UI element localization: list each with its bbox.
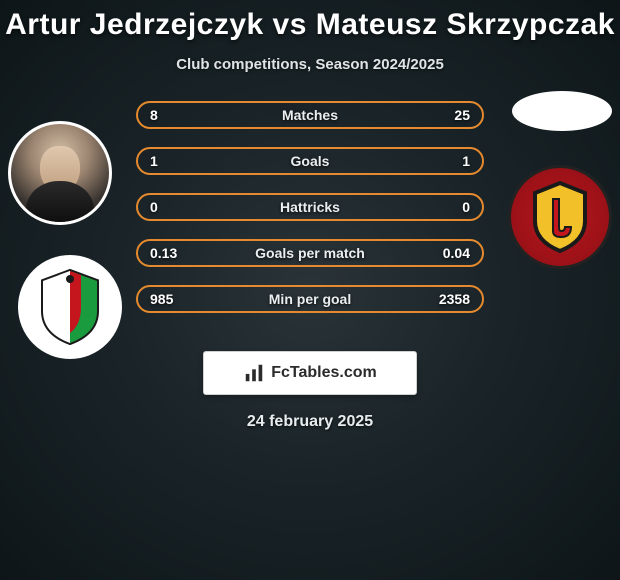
stat-rows: 8 Matches 25 1 Goals 1 0 Hattricks 0 0.13 Goals pe… bbox=[136, 101, 484, 313]
stat-value-right: 25 bbox=[428, 107, 470, 123]
stat-value-left: 985 bbox=[150, 291, 192, 307]
page-title: Artur Jedrzejczyk vs Mateusz Skrzypczak bbox=[5, 8, 615, 42]
stat-value-right: 2358 bbox=[428, 291, 470, 307]
stat-value-left: 1 bbox=[150, 153, 192, 169]
stat-value-left: 0.13 bbox=[150, 245, 192, 261]
bar-chart-icon bbox=[243, 362, 265, 384]
stat-value-right: 0 bbox=[428, 199, 470, 215]
shield-icon bbox=[35, 267, 105, 347]
club-crest-right bbox=[508, 165, 612, 269]
stat-row: 0.13 Goals per match 0.04 bbox=[136, 239, 484, 267]
player-avatar-right-placeholder bbox=[512, 91, 612, 131]
stat-row: 985 Min per goal 2358 bbox=[136, 285, 484, 313]
stat-row: 0 Hattricks 0 bbox=[136, 193, 484, 221]
stat-row: 8 Matches 25 bbox=[136, 101, 484, 129]
date-label: 24 february 2025 bbox=[247, 413, 373, 431]
stat-label: Goals bbox=[291, 153, 330, 169]
comparison-card: Artur Jedrzejczyk vs Mateusz Skrzypczak … bbox=[0, 0, 620, 580]
source-logo-text: FcTables.com bbox=[271, 364, 377, 382]
subtitle: Club competitions, Season 2024/2025 bbox=[176, 56, 444, 73]
player-avatar-left bbox=[8, 121, 112, 225]
stat-value-right: 1 bbox=[428, 153, 470, 169]
stat-row: 1 Goals 1 bbox=[136, 147, 484, 175]
stat-value-left: 0 bbox=[150, 199, 192, 215]
shield-icon bbox=[525, 177, 595, 257]
stat-label: Matches bbox=[282, 107, 338, 123]
stat-label: Goals per match bbox=[255, 245, 365, 261]
stat-label: Min per goal bbox=[269, 291, 351, 307]
stat-label: Hattricks bbox=[280, 199, 340, 215]
source-logo-badge[interactable]: FcTables.com bbox=[203, 351, 417, 395]
stat-value-right: 0.04 bbox=[428, 245, 470, 261]
club-crest-left bbox=[18, 255, 122, 359]
stat-value-left: 8 bbox=[150, 107, 192, 123]
stats-area: 8 Matches 25 1 Goals 1 0 Hattricks 0 0.13 Goals pe… bbox=[0, 101, 620, 341]
